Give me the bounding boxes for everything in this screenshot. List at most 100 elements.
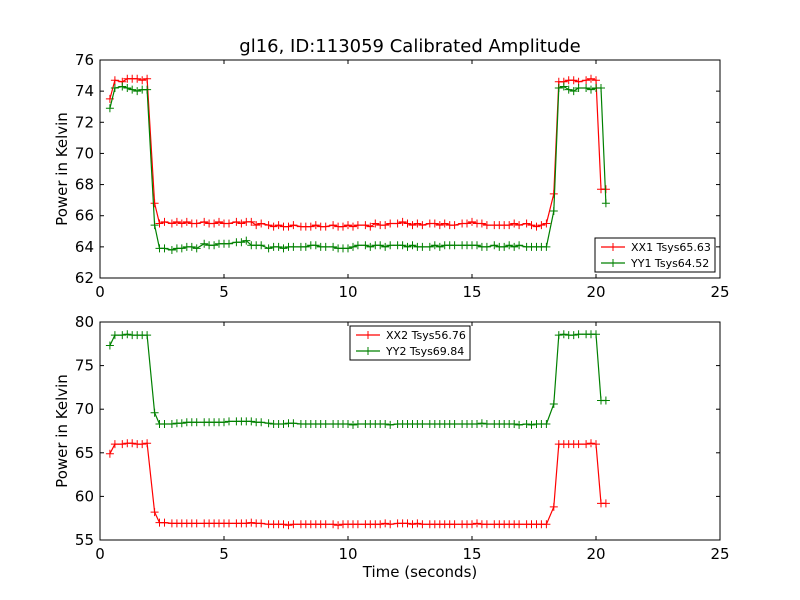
data-point [306,222,315,231]
data-point [587,85,595,94]
data-point [225,519,233,528]
data-point [601,396,610,405]
data-point [592,440,600,449]
data-point [321,420,330,428]
data-point [279,420,288,428]
data-point [289,221,298,230]
x-tick-label: 25 [710,545,729,563]
data-point [569,87,578,96]
data-point [418,520,427,529]
data-point [592,76,600,85]
data-point [150,508,159,517]
data-point [138,440,147,449]
x-tick-label: 0 [95,283,105,301]
x-tick-label: 20 [586,545,605,563]
data-point [463,219,471,228]
legend: XX2 Tsys56.76 YY2 Tsys69.84 [349,325,471,361]
data-point [515,520,524,529]
data-point [440,219,449,228]
x-tick-label: 5 [219,283,229,301]
data-point [353,520,362,529]
data-point [257,418,266,427]
y-tick-label: 55 [75,531,94,549]
data-point [349,222,357,231]
data-point [366,242,375,251]
data-point [381,519,390,528]
data-point [118,331,127,340]
legend-label: XX1 Tsys65.63 [631,241,711,254]
data-point [381,420,390,428]
data-point [247,417,256,426]
data-point [425,242,434,251]
y-tick-label: 60 [75,487,94,505]
data-point [450,520,459,529]
data-point [269,222,278,231]
data-point [542,420,551,428]
data-point [237,219,246,228]
x-tick-label: 20 [586,283,605,301]
y-tick-label: 80 [75,313,94,331]
legend-marker [609,243,617,251]
bottom-plot: 0 5 10 15 20 25 55 60 65 70 75 80 Power in Kelvin Tim… [53,313,730,581]
data-point [468,217,476,226]
data-point [532,222,541,231]
data-point [430,241,439,250]
data-point [559,82,568,91]
data-point [477,419,486,428]
data-point [450,221,459,230]
data-point [587,439,595,448]
data-point [110,76,119,85]
data-point [128,439,137,448]
data-point [143,74,152,83]
data-point [138,76,147,85]
data-point [334,521,343,530]
data-point [505,221,514,230]
data-point [601,199,610,208]
data-point [500,242,509,251]
y-tick-label: 75 [75,357,94,375]
data-point [321,222,330,231]
data-point [118,440,127,449]
data-point [482,520,491,529]
data-point [408,241,417,250]
legend-marker [364,331,372,339]
data-point [574,440,583,449]
data-point [279,244,288,253]
data-point [301,242,310,251]
data-point [150,221,159,230]
data-point [569,76,578,85]
data-point [482,420,491,428]
data-point [418,242,427,251]
data-point [187,242,196,251]
data-point [192,418,201,427]
data-point [242,236,251,245]
data-point [160,420,169,428]
plot-frame [99,321,721,541]
legend-box [349,325,471,361]
data-point [386,219,395,228]
data-point [128,85,137,94]
data-point [143,331,152,340]
x-axis-label: Time (seconds) [362,563,478,581]
data-point [242,519,251,528]
data-point [473,420,481,428]
data-point [403,519,412,528]
data-point [386,241,395,250]
data-point [257,219,266,228]
data-point [510,420,519,428]
data-point [468,520,476,529]
data-point [418,221,427,230]
data-point [386,420,395,429]
data-point [177,244,186,253]
x-tick-label: 15 [462,545,481,563]
data-point [542,219,551,228]
data-point [515,241,524,250]
data-point [160,518,169,527]
data-point [105,449,114,458]
data-point [574,84,583,92]
data-point [344,221,352,230]
data-point [549,400,558,408]
data-point [542,242,551,251]
data-point [554,84,563,92]
